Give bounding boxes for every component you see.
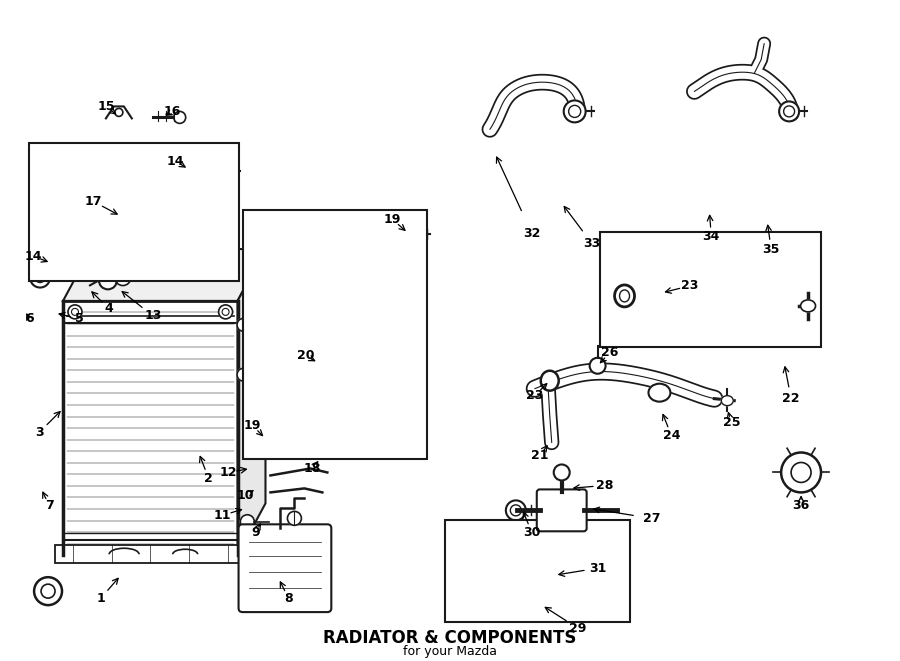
- Circle shape: [205, 158, 231, 184]
- Circle shape: [396, 221, 422, 247]
- Text: 10: 10: [237, 489, 255, 502]
- Text: 21: 21: [531, 449, 548, 462]
- Circle shape: [240, 515, 255, 529]
- Text: 31: 31: [589, 562, 607, 574]
- Circle shape: [99, 272, 117, 290]
- Text: 34: 34: [703, 229, 720, 243]
- Circle shape: [570, 580, 590, 600]
- Circle shape: [39, 255, 65, 281]
- Circle shape: [254, 426, 279, 451]
- Circle shape: [115, 270, 130, 286]
- Circle shape: [287, 512, 302, 525]
- Polygon shape: [238, 249, 266, 555]
- Circle shape: [304, 353, 327, 375]
- Circle shape: [68, 305, 82, 319]
- Ellipse shape: [801, 300, 815, 312]
- Text: 19: 19: [244, 419, 261, 432]
- Text: 1: 1: [96, 592, 105, 605]
- Circle shape: [108, 208, 130, 230]
- Circle shape: [779, 101, 799, 122]
- Circle shape: [237, 319, 250, 331]
- Text: 14: 14: [24, 249, 41, 262]
- Text: 18: 18: [303, 462, 321, 475]
- Text: 4: 4: [104, 302, 113, 315]
- Ellipse shape: [649, 383, 670, 402]
- Text: 5: 5: [75, 313, 84, 325]
- Circle shape: [35, 272, 45, 282]
- Text: 2: 2: [204, 472, 213, 485]
- Text: 6: 6: [25, 313, 33, 325]
- Circle shape: [590, 358, 606, 373]
- Text: 9: 9: [251, 525, 260, 539]
- Ellipse shape: [541, 371, 559, 391]
- Text: 14: 14: [167, 155, 184, 168]
- Ellipse shape: [615, 285, 634, 307]
- Polygon shape: [63, 249, 266, 301]
- Circle shape: [219, 305, 232, 319]
- Text: 23: 23: [526, 389, 544, 402]
- Text: 15: 15: [97, 100, 114, 113]
- Text: 19: 19: [383, 213, 400, 225]
- FancyBboxPatch shape: [238, 524, 331, 612]
- Circle shape: [41, 584, 55, 598]
- Circle shape: [34, 577, 62, 605]
- Bar: [242, 210, 428, 459]
- Text: 30: 30: [523, 525, 541, 539]
- Text: 25: 25: [723, 416, 740, 429]
- Circle shape: [781, 453, 821, 492]
- Text: 12: 12: [220, 466, 238, 479]
- Circle shape: [554, 465, 570, 481]
- Text: 20: 20: [297, 349, 314, 362]
- Text: 33: 33: [583, 237, 600, 250]
- Text: 24: 24: [662, 429, 680, 442]
- Text: 26: 26: [601, 346, 618, 360]
- Text: 16: 16: [164, 105, 182, 118]
- Circle shape: [506, 500, 526, 520]
- Ellipse shape: [174, 112, 185, 124]
- Text: 7: 7: [45, 499, 53, 512]
- Text: 29: 29: [569, 621, 587, 635]
- Text: 13: 13: [144, 309, 161, 323]
- Text: RADIATOR & COMPONENTS: RADIATOR & COMPONENTS: [323, 629, 577, 647]
- Circle shape: [237, 368, 250, 381]
- Text: 22: 22: [782, 392, 800, 405]
- Text: 17: 17: [85, 195, 102, 208]
- Bar: [29, 143, 239, 281]
- Text: for your Mazda: for your Mazda: [403, 646, 497, 658]
- FancyBboxPatch shape: [536, 489, 587, 531]
- Text: 23: 23: [680, 280, 698, 292]
- Text: 35: 35: [762, 243, 779, 256]
- Bar: [55, 545, 246, 563]
- Text: 36: 36: [793, 499, 810, 512]
- Bar: [599, 232, 821, 347]
- Bar: [445, 520, 629, 622]
- Text: 8: 8: [284, 592, 292, 605]
- Circle shape: [563, 100, 586, 122]
- Bar: [63, 301, 238, 555]
- Text: 32: 32: [523, 227, 541, 239]
- Circle shape: [791, 463, 811, 483]
- Ellipse shape: [721, 396, 734, 406]
- Text: 28: 28: [596, 479, 613, 492]
- Circle shape: [30, 268, 50, 288]
- Text: 3: 3: [35, 426, 43, 439]
- Text: 27: 27: [643, 512, 661, 525]
- Text: 11: 11: [214, 509, 231, 522]
